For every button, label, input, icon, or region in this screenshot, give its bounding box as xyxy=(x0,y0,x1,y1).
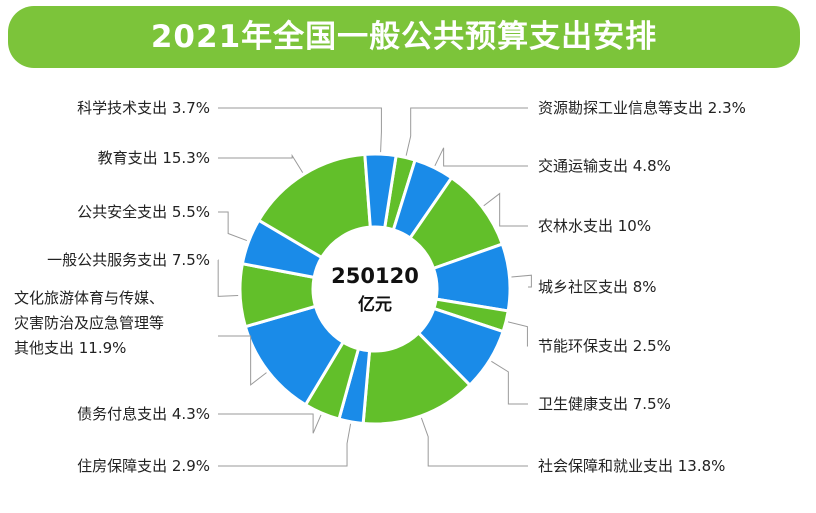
title-banner: 2021年全国一般公共预算支出安排 xyxy=(8,6,800,68)
slice-label-line: 灾害防治及应急管理等 xyxy=(14,314,165,332)
slice-label-line: 其他支出 11.9% xyxy=(14,339,127,357)
slice-label: 住房保障支出 2.9% xyxy=(77,457,210,475)
slice-label: 卫生健康支出 7.5% xyxy=(538,395,671,413)
slice-label: 一般公共服务支出 7.5% xyxy=(47,251,210,269)
slice-label: 公共安全支出 5.5% xyxy=(77,203,210,221)
leader-line xyxy=(218,423,352,467)
center-total-value: 250120 xyxy=(331,264,419,288)
slice-label: 社会保障和就业支出 13.8% xyxy=(538,457,725,475)
leader-line xyxy=(405,107,528,156)
slice-label: 债务付息支出 4.3% xyxy=(77,405,210,423)
slice-label: 科学技术支出 3.7% xyxy=(77,99,210,117)
leader-line xyxy=(420,417,528,467)
slice-label-other: 文化旅游体育与传媒、 灾害防治及应急管理等 其他支出 11.9% xyxy=(14,286,244,361)
leader-line xyxy=(507,321,528,347)
slice-label: 城乡社区支出 8% xyxy=(538,278,657,296)
chart-title: 2021年全国一般公共预算支出安排 xyxy=(150,19,658,55)
slice-label: 农林水支出 10% xyxy=(538,217,651,235)
leader-line xyxy=(217,259,239,297)
slice-label: 教育支出 15.3% xyxy=(98,149,210,167)
donut-slices xyxy=(238,152,512,426)
leader-line xyxy=(511,274,532,288)
center-hole xyxy=(313,227,437,351)
slice-label: 资源勘探工业信息等支出 2.3% xyxy=(538,99,746,117)
leader-line xyxy=(218,107,382,153)
leader-line xyxy=(434,147,528,167)
slice-labels: 资源勘探工业信息等支出 2.3% 交通运输支出 4.8% 农林水支出 10% 城乡社区… xyxy=(47,99,746,475)
leader-line xyxy=(218,413,322,434)
leader-lines xyxy=(217,107,532,467)
leader-line xyxy=(218,335,267,386)
leader-line xyxy=(483,192,528,227)
leader-line xyxy=(218,153,304,173)
center-total-unit: 亿元 xyxy=(358,294,392,315)
slice-label: 交通运输支出 4.8% xyxy=(538,157,671,175)
leader-line xyxy=(491,360,528,405)
slice-label: 节能环保支出 2.5% xyxy=(538,337,671,355)
leader-line xyxy=(218,211,248,242)
slice-label-line: 文化旅游体育与传媒、 xyxy=(14,289,165,307)
